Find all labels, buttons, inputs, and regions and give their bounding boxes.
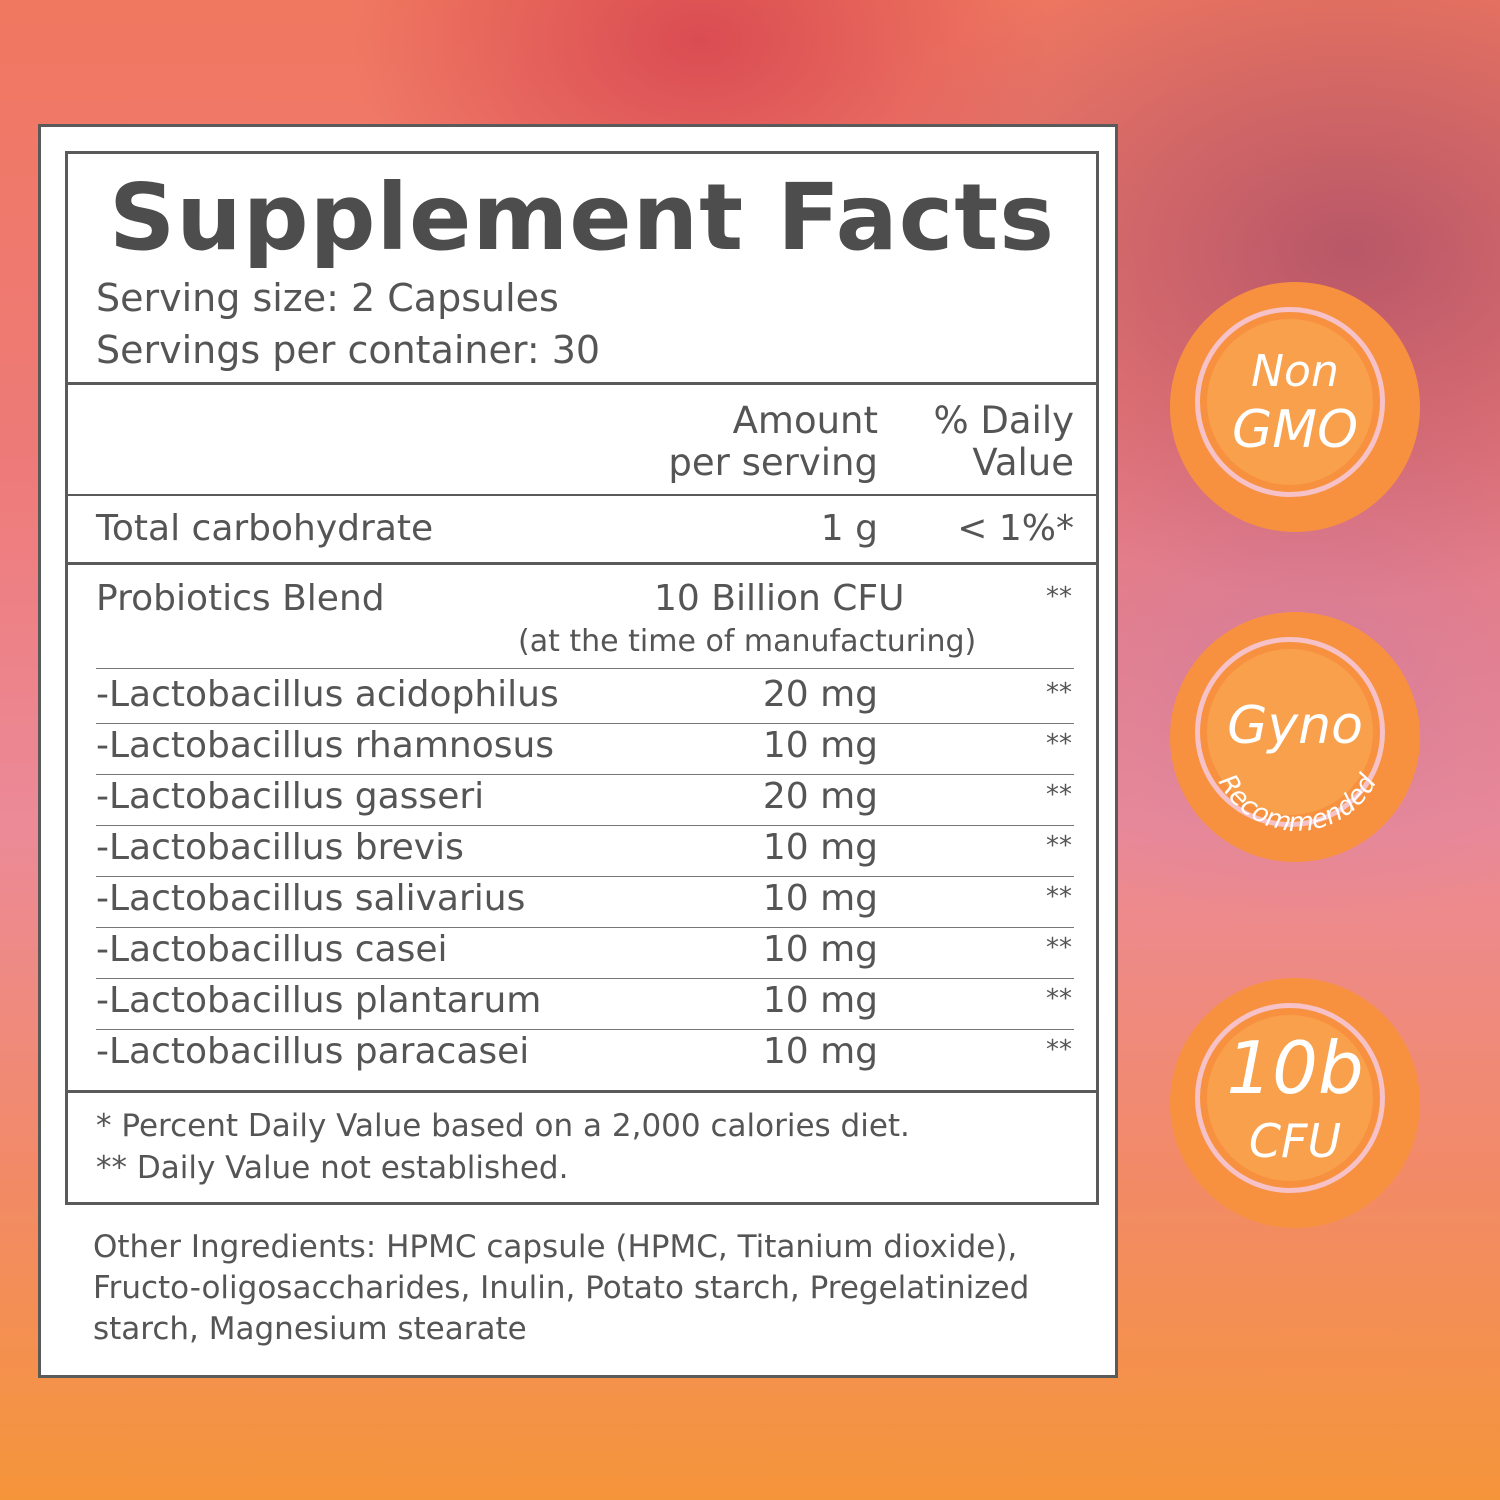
badge-gyno-line1: Gyno <box>1227 696 1363 756</box>
header-amount: Amount per serving <box>668 399 878 484</box>
facts-title: Supplement Facts <box>109 164 1055 271</box>
badge-non-gmo-line1: Non <box>1251 346 1339 397</box>
strain-amount: 10 mg <box>762 1031 878 1072</box>
divider <box>96 978 1074 979</box>
carb-name: Total carbohydrate <box>96 508 434 549</box>
strain-daily-value: ** <box>1046 882 1072 912</box>
svg-text:Recommended: Recommended <box>1212 769 1383 838</box>
divider <box>96 825 1074 826</box>
strain-daily-value: ** <box>1046 831 1072 861</box>
strain-daily-value: ** <box>1046 780 1072 810</box>
strain-daily-value: ** <box>1046 729 1072 759</box>
strain-amount: 20 mg <box>762 776 878 817</box>
carb-daily-value: < 1%* <box>957 508 1074 549</box>
strain-name: -Lactobacillus plantarum <box>96 980 542 1021</box>
badge-non-gmo-line2: GMO <box>1231 400 1359 460</box>
strain-amount: 10 mg <box>762 725 878 766</box>
strain-name: -Lactobacillus rhamnosus <box>96 725 555 766</box>
strain-daily-value: ** <box>1046 678 1072 708</box>
strain-daily-value: ** <box>1046 933 1072 963</box>
badge-10b-line1: 10b <box>1226 1026 1364 1110</box>
blend-daily-value: ** <box>1046 582 1072 612</box>
strain-amount: 20 mg <box>762 674 878 715</box>
strain-name: -Lactobacillus acidophilus <box>96 674 559 715</box>
divider <box>96 774 1074 775</box>
footnote-not-established: ** Daily Value not established. <box>96 1150 569 1186</box>
strain-amount: 10 mg <box>762 878 878 919</box>
badge-10b-cfu: 10b CFU <box>1170 978 1420 1228</box>
strain-amount: 10 mg <box>762 929 878 970</box>
divider <box>96 1029 1074 1030</box>
servings-per-container: Servings per container: 30 <box>96 328 601 372</box>
strain-name: -Lactobacillus brevis <box>96 827 464 868</box>
carb-amount: 1 g <box>820 508 878 549</box>
other-ingredients: Other Ingredients: HPMC capsule (HPMC, T… <box>93 1229 1030 1347</box>
strain-amount: 10 mg <box>762 827 878 868</box>
footnote-percent: * Percent Daily Value based on a 2,000 c… <box>96 1108 910 1144</box>
badge-gyno-line2: Recommended <box>1212 769 1383 838</box>
blend-name: Probiotics Blend <box>96 578 385 619</box>
divider <box>68 494 1096 496</box>
divider <box>68 382 1096 385</box>
strain-name: -Lactobacillus salivarius <box>96 878 526 919</box>
strain-name: -Lactobacillus casei <box>96 929 448 970</box>
strain-daily-value: ** <box>1046 984 1072 1014</box>
badge-10b-line2: CFU <box>1248 1114 1342 1168</box>
supplement-panel: Supplement Facts Serving size: 2 Capsule… <box>38 124 1118 1378</box>
strain-amount: 10 mg <box>762 980 878 1021</box>
strain-name: -Lactobacillus gasseri <box>96 776 485 817</box>
divider <box>68 562 1096 565</box>
header-daily-value: % Daily Value <box>933 399 1074 484</box>
divider <box>96 668 1074 669</box>
serving-size: Serving size: 2 Capsules <box>96 276 559 320</box>
blend-note: (at the time of manufacturing) <box>518 624 977 659</box>
blend-amount: 10 Billion CFU <box>654 578 905 619</box>
divider <box>96 876 1074 877</box>
divider <box>96 723 1074 724</box>
divider <box>68 1090 1096 1093</box>
supplement-facts-table: Supplement Facts Serving size: 2 Capsule… <box>65 151 1099 1205</box>
badge-gyno-arc-text: Recommended <box>1212 769 1383 838</box>
badge-gyno-recommended: Gyno Recommended <box>1170 612 1420 862</box>
badge-non-gmo: Non GMO <box>1170 282 1420 532</box>
strain-name: -Lactobacillus paracasei <box>96 1031 530 1072</box>
divider <box>96 927 1074 928</box>
strain-daily-value: ** <box>1046 1035 1072 1065</box>
